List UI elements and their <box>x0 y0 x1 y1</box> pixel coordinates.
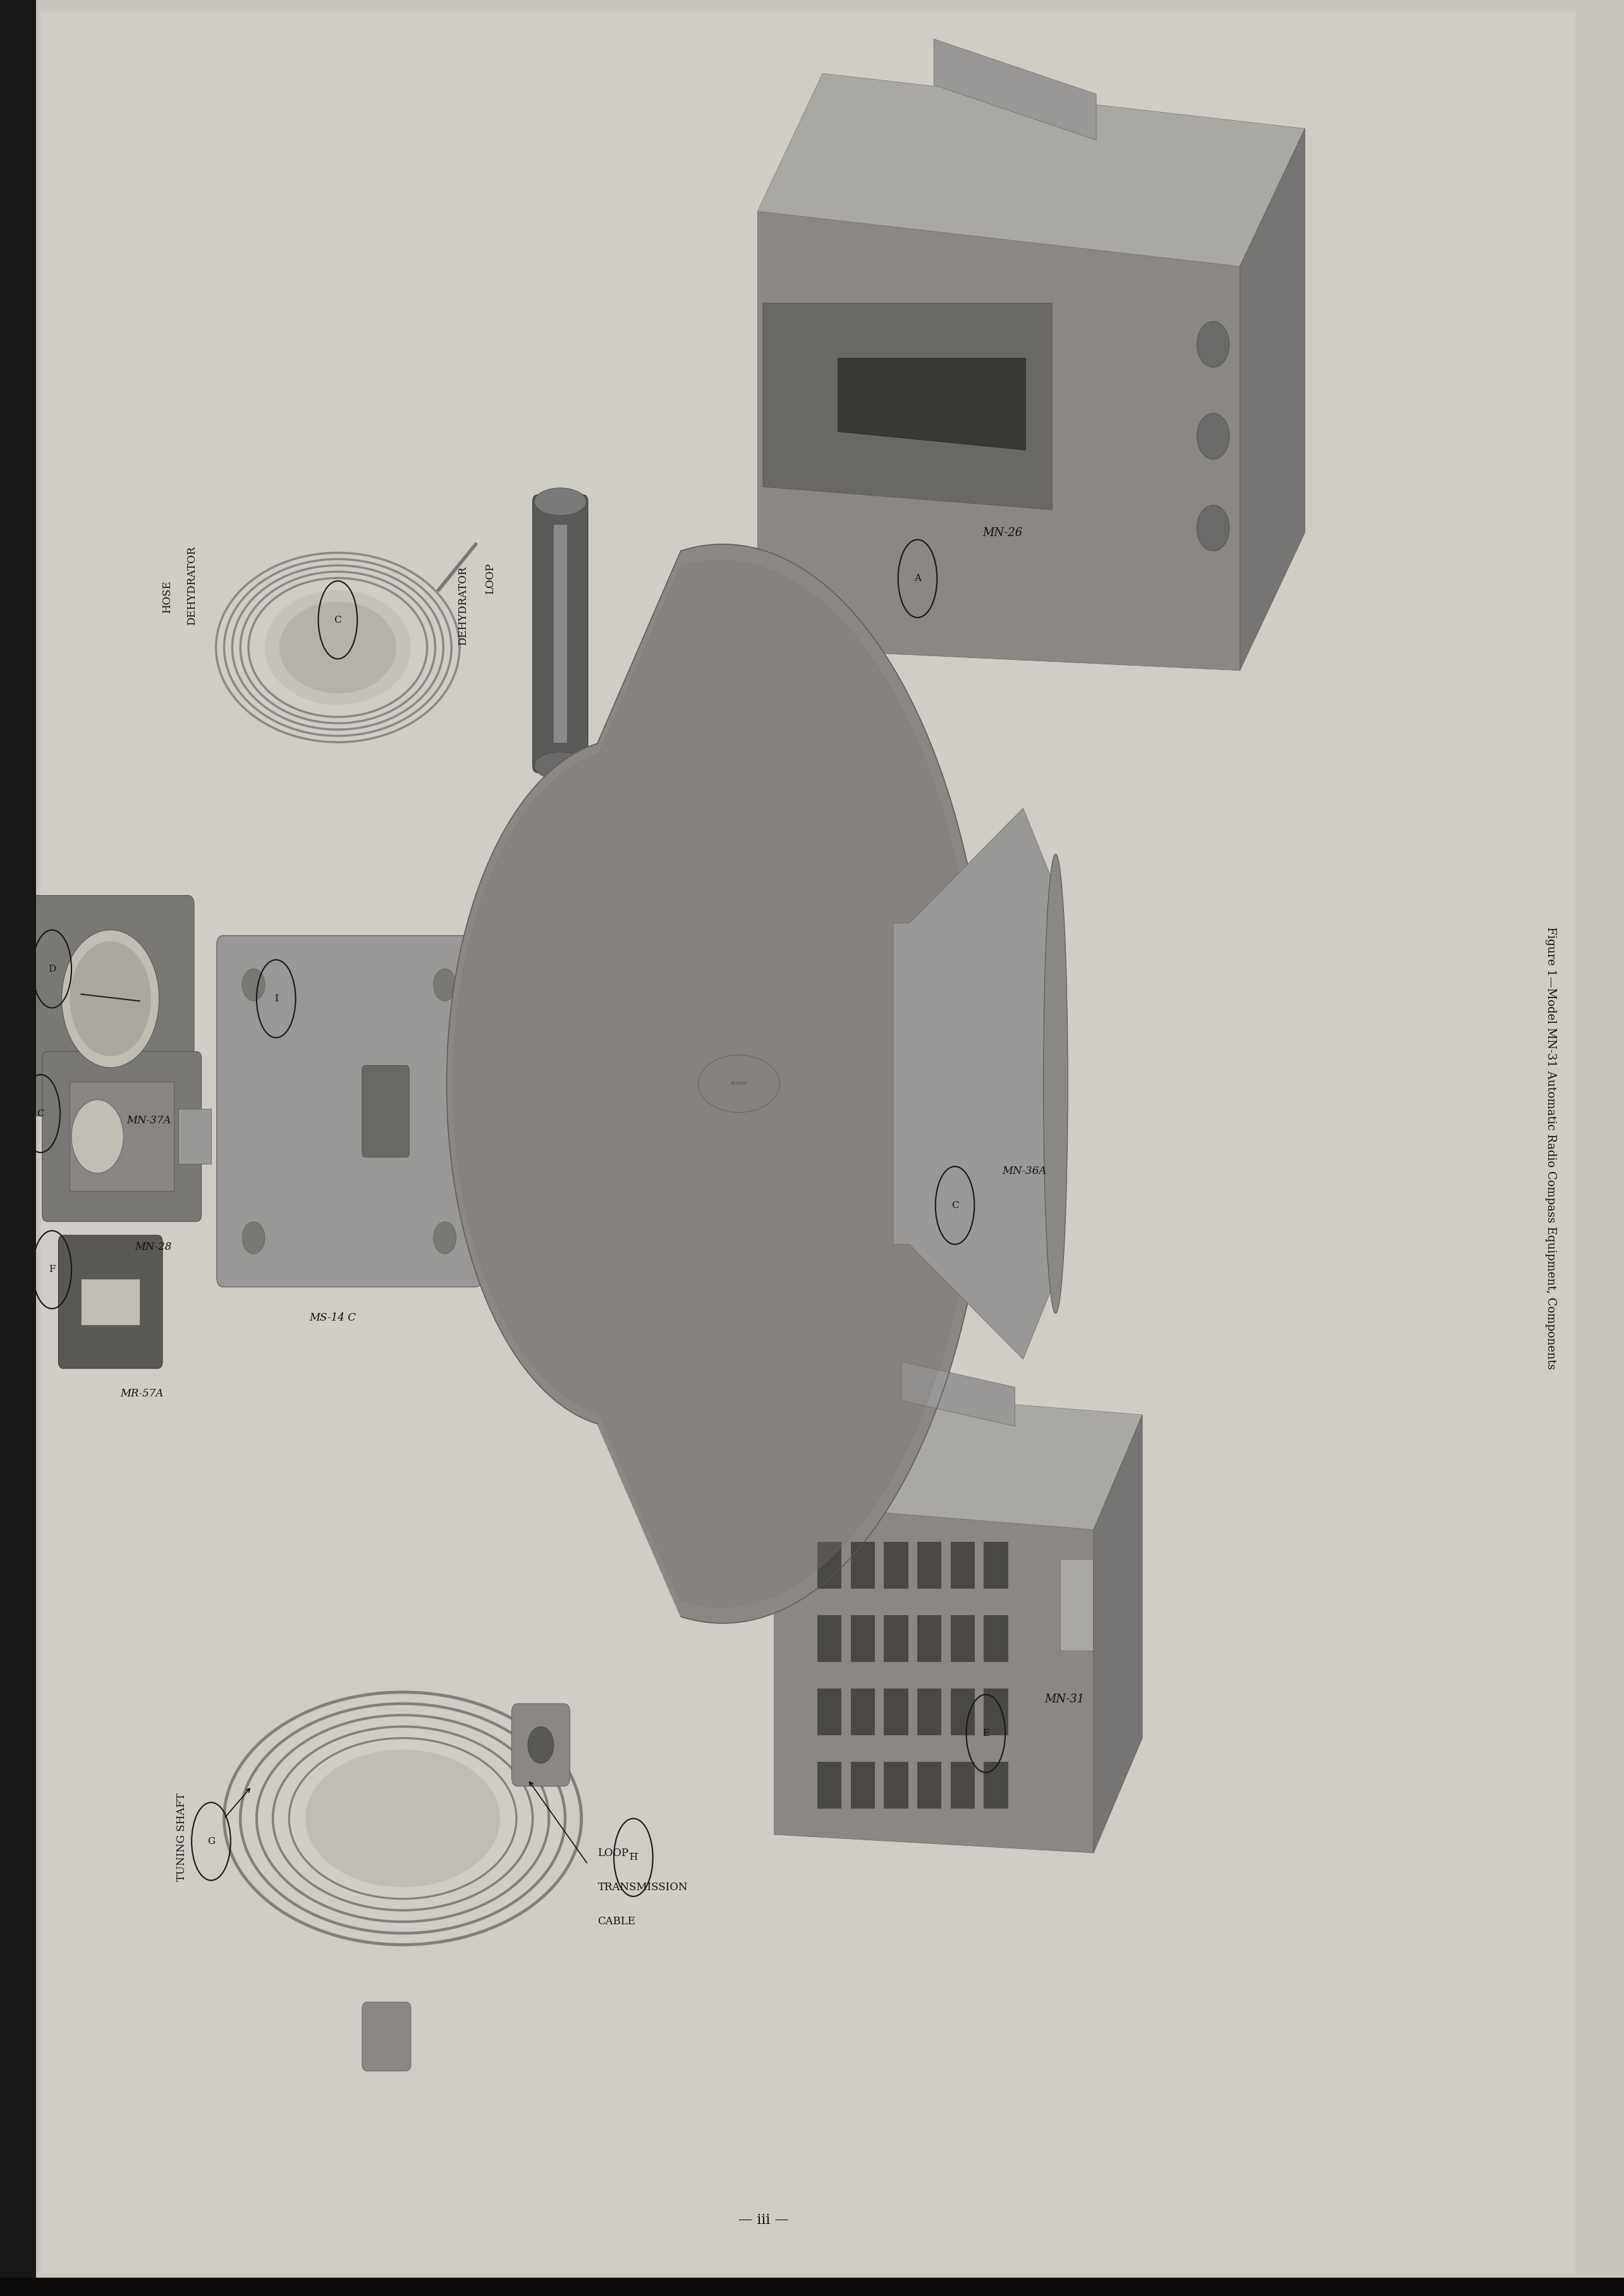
Bar <box>0 2278 1624 2296</box>
Bar <box>70 1081 174 1192</box>
Bar <box>984 1688 1009 1736</box>
Circle shape <box>1197 413 1229 459</box>
FancyBboxPatch shape <box>26 895 195 1116</box>
Text: MS-14 C: MS-14 C <box>310 1313 356 1322</box>
Circle shape <box>434 969 456 1001</box>
Text: C: C <box>37 1109 44 1118</box>
Text: CABLE: CABLE <box>598 1917 635 1926</box>
Text: E: E <box>983 1729 989 1738</box>
Polygon shape <box>934 39 1096 140</box>
Text: I: I <box>274 994 278 1003</box>
Bar <box>851 1688 875 1736</box>
Circle shape <box>528 1727 554 1763</box>
Polygon shape <box>453 560 981 1607</box>
Polygon shape <box>757 73 1306 266</box>
Polygon shape <box>757 211 1241 670</box>
Bar <box>984 1614 1009 1662</box>
Text: DEHYDRATOR: DEHYDRATOR <box>458 567 468 645</box>
FancyBboxPatch shape <box>216 937 481 1286</box>
Bar <box>984 1761 1009 1809</box>
Bar <box>817 1541 841 1589</box>
Bar <box>554 526 567 744</box>
Text: MN-31: MN-31 <box>1044 1694 1085 1704</box>
Polygon shape <box>775 1504 1093 1853</box>
Bar <box>883 1614 908 1662</box>
Bar <box>883 1541 908 1589</box>
Text: Figure 1—Model MN-31 Automatic Radio Compass Equipment, Components: Figure 1—Model MN-31 Automatic Radio Com… <box>1544 928 1557 1368</box>
Bar <box>918 1541 942 1589</box>
Ellipse shape <box>534 751 586 778</box>
Bar <box>950 1614 974 1662</box>
Circle shape <box>242 969 265 1001</box>
Ellipse shape <box>1044 854 1069 1313</box>
Circle shape <box>1197 505 1229 551</box>
Text: MN-36A: MN-36A <box>1002 1166 1046 1176</box>
Bar <box>0 0 36 2296</box>
Circle shape <box>71 1100 123 1173</box>
Bar <box>1060 1559 1093 1651</box>
Bar <box>817 1614 841 1662</box>
Text: C: C <box>952 1201 958 1210</box>
Bar <box>851 1614 875 1662</box>
Text: MN-37A: MN-37A <box>127 1116 171 1125</box>
Text: MR-57A: MR-57A <box>120 1389 164 1398</box>
Circle shape <box>70 941 151 1056</box>
Text: C: C <box>335 615 341 625</box>
Text: D: D <box>49 964 55 974</box>
Text: TUNING SHAFT: TUNING SHAFT <box>177 1793 187 1880</box>
Ellipse shape <box>265 590 411 705</box>
Text: TRANSMISSION: TRANSMISSION <box>598 1883 687 1892</box>
Bar <box>918 1614 942 1662</box>
Circle shape <box>434 1221 456 1254</box>
Text: BENDIX: BENDIX <box>731 1081 747 1086</box>
Text: LOOP: LOOP <box>486 563 495 595</box>
Polygon shape <box>893 808 1056 1359</box>
FancyBboxPatch shape <box>512 1704 570 1786</box>
Circle shape <box>1197 321 1229 367</box>
Ellipse shape <box>279 602 396 693</box>
Polygon shape <box>1241 129 1306 670</box>
Polygon shape <box>447 544 991 1623</box>
Bar <box>950 1761 974 1809</box>
Text: MN-26: MN-26 <box>983 528 1023 537</box>
Bar <box>950 1541 974 1589</box>
Ellipse shape <box>534 489 586 514</box>
Circle shape <box>242 1221 265 1254</box>
Text: LOOP—: LOOP— <box>598 1848 640 1857</box>
Text: A: A <box>914 574 921 583</box>
Polygon shape <box>775 1389 1142 1529</box>
FancyBboxPatch shape <box>362 2002 411 2071</box>
Text: F: F <box>49 1265 55 1274</box>
Text: HOSE: HOSE <box>162 581 172 613</box>
Bar <box>817 1688 841 1736</box>
Text: G: G <box>208 1837 214 1846</box>
Text: — iii —: — iii — <box>737 2213 789 2227</box>
Polygon shape <box>901 1362 1015 1426</box>
FancyBboxPatch shape <box>533 494 588 771</box>
Bar <box>817 1761 841 1809</box>
Text: H: H <box>628 1853 638 1862</box>
Bar <box>851 1541 875 1589</box>
Bar <box>179 1109 211 1164</box>
Ellipse shape <box>305 1750 500 1887</box>
Bar <box>883 1688 908 1736</box>
Polygon shape <box>838 358 1026 450</box>
Bar <box>918 1761 942 1809</box>
Bar <box>81 1279 140 1325</box>
Bar <box>883 1761 908 1809</box>
Circle shape <box>62 930 159 1068</box>
FancyBboxPatch shape <box>362 1065 409 1157</box>
Bar <box>950 1688 974 1736</box>
Text: DEHYDRATOR: DEHYDRATOR <box>187 546 197 625</box>
Polygon shape <box>1093 1414 1142 1853</box>
FancyBboxPatch shape <box>42 1052 201 1221</box>
Bar <box>984 1541 1009 1589</box>
Polygon shape <box>763 303 1052 510</box>
Bar <box>851 1761 875 1809</box>
FancyBboxPatch shape <box>58 1235 162 1368</box>
Bar <box>918 1688 942 1736</box>
Text: MN-28: MN-28 <box>135 1242 172 1251</box>
